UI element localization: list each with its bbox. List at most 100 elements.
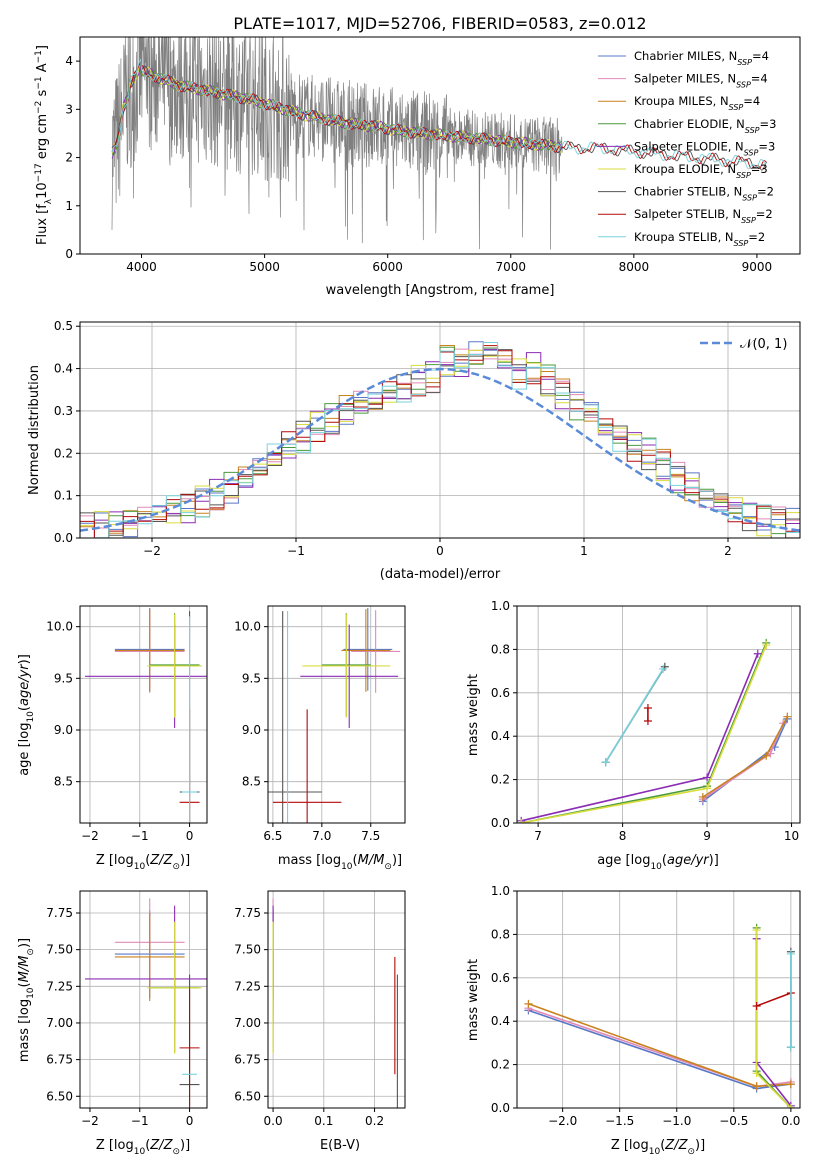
x-axis-label: Z [log10(Z/Z⊙)] [96,853,190,872]
label-part: Kroupa STELIB, N [634,230,734,244]
label-part: SSP [741,216,756,225]
label-part: Salpeter ELODIE, N [634,139,744,153]
plot-area [84,608,207,823]
label-part: =4 [743,94,760,108]
y-tick-label: 0.6 [491,686,510,700]
label-part: SSP [745,125,760,134]
label-part: Z/Z [664,1138,688,1153]
label-part: ( [145,853,150,868]
y-tick-label: 0.8 [491,927,510,941]
legend-entry: Kroupa STELIB, NSSP=2 [634,230,765,248]
axes: 6.5 7.0 7.5 8.5 9.0 9.5 10.0 mass [log10(M/M⊙)] [234,605,406,872]
weight-marker [752,1082,761,1091]
x-tick-label: 0 [186,829,194,843]
x-tick-label: −1.0 [662,1114,691,1128]
label-part: =2 [748,230,765,244]
x-tick-label: 5000 [249,260,280,274]
legend-entry: Chabrier MILES, NSSP=4 [634,49,769,67]
axes: −2 −1 0 1 2 0.0 0.1 0.2 0.3 0.4 0.5 (data-model)/er… [27,319,801,582]
weight-line [756,992,792,1007]
axes-frame [516,605,801,824]
y-tick-label: 3 [65,102,73,116]
weight-marker [659,664,668,673]
x-tick-label: 6000 [372,260,403,274]
label-part: ⊙ [172,862,180,872]
y-tick-label: 0.0 [491,816,510,830]
label-part: )] [17,654,32,664]
label-part: )] [180,853,190,868]
label-part: Z/Z [149,853,173,868]
y-axis-label: mass weight [466,674,481,756]
label-part: 10 [134,1147,146,1157]
label-part: age/yr [17,663,32,706]
label-part: =4 [752,49,769,63]
y-tick-label: 0.4 [54,362,73,376]
model-spectrum-line [111,58,768,170]
figure-title: PLATE=1017, MJD=52706, FIBERID=0583, z=0… [233,14,646,33]
label-part: A [35,63,50,76]
label-part: 10 [650,862,662,872]
label-part: ( [660,1138,665,1153]
y-tick-label: 0.0 [491,1101,510,1115]
y-tick-label: 7.25 [234,979,261,993]
label-part: ( [353,853,358,868]
y-tick-label: 1.0 [491,599,510,613]
axes-frame [267,605,406,824]
label-part: SSP [734,238,749,247]
label-part: SSP [736,171,751,180]
y-tick-label: 9.0 [54,723,73,737]
label-part: Kroupa MILES, N [634,94,729,108]
x-tick-label: 8 [619,829,627,843]
label-part: Salpeter STELIB, N [634,207,741,221]
x-axis-label: wavelength [Angstrom, rest frame] [326,283,555,298]
weight-marker [752,1002,761,1011]
y-tick-label: 7.75 [46,906,73,920]
y-tick-label: 1 [65,199,73,213]
weight-marker [786,1043,795,1052]
y-tick-label: 7.00 [234,1016,261,1030]
weight-marker [524,999,533,1008]
label-part: erg cm [35,114,50,163]
x-tick-label: 2 [724,544,732,558]
weight-marker [786,1104,795,1108]
x-tick-label: −2 [81,1114,99,1128]
y-tick-label: 6.75 [234,1053,261,1067]
legend-entry: Kroupa MILES, NSSP=4 [634,94,760,112]
label-part: SSP [729,103,744,112]
y-tick-label: 0.5 [54,319,73,333]
y-tick-label: 6.75 [46,1053,73,1067]
weight-line [605,668,664,763]
normal-curve-line [80,367,800,532]
label-part: ⊙ [172,1147,180,1157]
x-axis-label: Z [log10(Z/Z⊙)] [96,1138,190,1157]
label-part: M/M [358,853,385,868]
x-tick-label: 0.0 [781,1114,800,1128]
plot-area [80,341,800,538]
label-part: λ [44,198,54,204]
weight-marker [762,751,771,760]
label-part: −1 [34,50,44,63]
label-part: ⊙ [687,1147,695,1157]
weight-line [521,644,767,823]
weight-line [755,930,792,1108]
label-part: ( [17,706,32,711]
weight-line [521,653,759,822]
label-part: age [log [17,723,32,776]
weight-marker [643,703,652,712]
x-axis-label: (data-model)/error [380,567,501,582]
x-tick-label: 4000 [126,260,157,274]
label-part: Flux [f [35,204,50,245]
label-part: 10 [134,862,146,872]
y-axis-label: age [log10(age/yr)] [17,654,36,776]
weight-line [755,927,792,1108]
label-part: 10 [341,862,353,872]
y-tick-label: 0.2 [491,773,510,787]
label-part: ] [35,45,50,50]
label-part: =3 [751,162,768,176]
y-tick-label: 0.1 [54,489,73,503]
y-tick-label: 8.5 [242,775,261,789]
weight-line [528,1007,791,1088]
y-tick-label: 6.50 [234,1089,261,1103]
